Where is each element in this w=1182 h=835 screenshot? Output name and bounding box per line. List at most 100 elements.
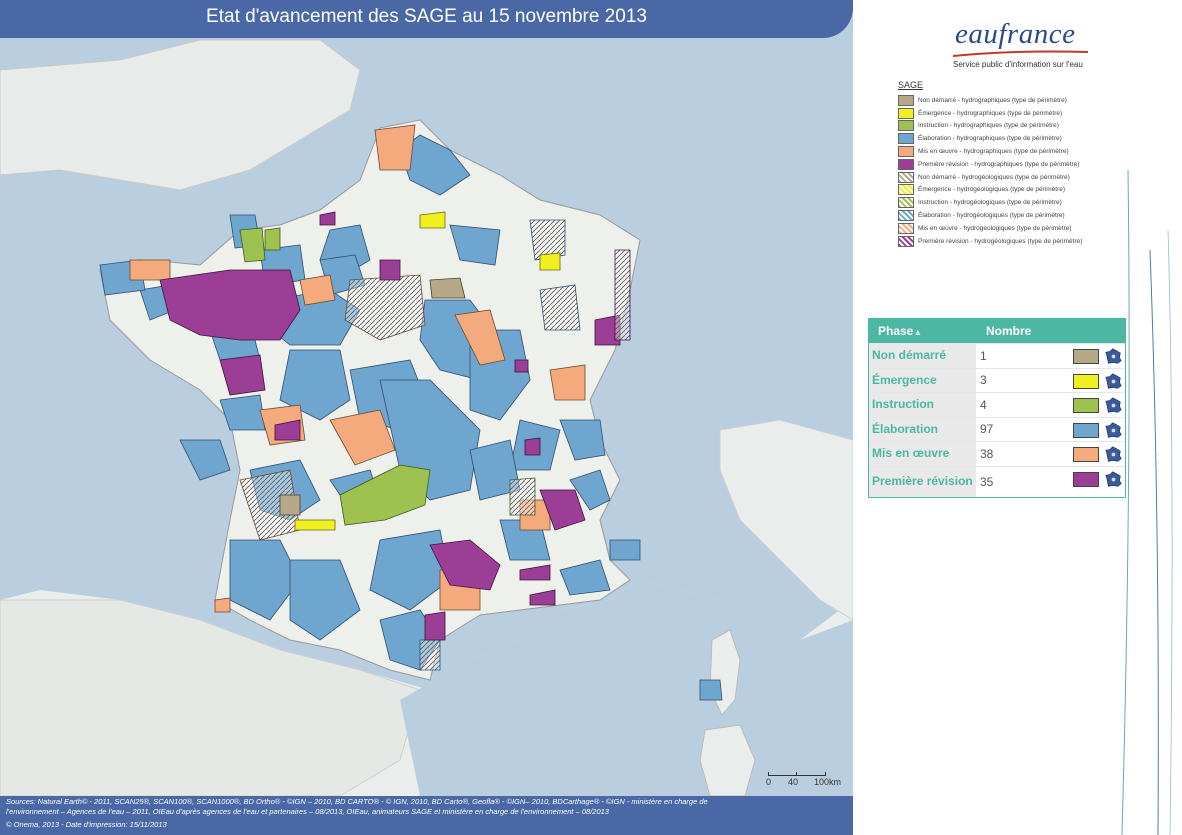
- basins-instruction: [239, 227, 536, 526]
- phase-count-cell: 35: [976, 467, 1125, 497]
- basins-premiere-revision: [159, 211, 631, 641]
- scale-bar: 0 40 100km: [766, 772, 844, 790]
- france-map-icon[interactable]: [1105, 397, 1122, 414]
- legend-label: Première révision - hydrographiques (typ…: [918, 160, 1080, 168]
- phase-count-cell: 3: [976, 369, 1125, 393]
- phase-count-cell: 97: [976, 418, 1125, 442]
- legend-item: Élaboration - hydrogéologiques (type de …: [898, 209, 1108, 222]
- scale-label-0: 0: [766, 777, 772, 787]
- footer-sources-line1: Sources: Natural Earth© - 2011, SCAN25®,…: [6, 797, 708, 806]
- legend-label: Première révision - hydrogéologiques (ty…: [918, 237, 1083, 245]
- phase-color-swatch: [1073, 373, 1099, 389]
- table-row: Première révision 35: [869, 465, 1125, 497]
- table-header: Phase▲ Nombre: [869, 319, 1125, 343]
- legend-item: Première révision - hydrographiques (typ…: [898, 158, 1108, 171]
- legend-swatch: [898, 197, 914, 209]
- legend-item: Élaboration - hydrographiques (type de p…: [898, 132, 1108, 145]
- phase-count: 3: [980, 373, 987, 388]
- legend-swatch: [898, 94, 914, 106]
- phase-name[interactable]: Élaboration: [869, 417, 976, 441]
- france-map-icon[interactable]: [1105, 372, 1122, 390]
- scale-label-40: 40: [788, 777, 799, 787]
- phase-count-cell: 1: [976, 344, 1125, 368]
- scale-bar-line: [768, 772, 826, 776]
- scale-label-100km: 100km: [814, 777, 842, 787]
- france-map-icon[interactable]: [1105, 446, 1122, 463]
- basins-emergence: [294, 211, 561, 531]
- legend-item: Instruction - hydrogéologiques (type de …: [898, 196, 1108, 209]
- legend-label: Non démarré - hydrographiques (type de p…: [918, 96, 1067, 104]
- legend-title: SAGE: [898, 80, 924, 90]
- land-italy: [719, 419, 853, 621]
- phase-count: 38: [980, 446, 994, 461]
- map-title-bg: [0, 0, 853, 38]
- phase-name[interactable]: Première révision: [869, 466, 976, 497]
- legend-label: Instruction - hydrographiques (type de p…: [918, 122, 1059, 130]
- phase-color-swatch: [1073, 349, 1099, 364]
- legend-swatch: [898, 235, 914, 247]
- legend-label: Élaboration - hydrogéologiques (type de …: [918, 212, 1065, 220]
- phase-count: 35: [980, 474, 994, 489]
- legend-label: Mis en œuvre - hydrogéologiques (type de…: [918, 224, 1072, 232]
- legend-label: Mis en œuvre - hydrographiques (type de …: [918, 148, 1069, 156]
- legend-item: Non démarré - hydrographiques (type de p…: [898, 94, 1108, 107]
- phase-name[interactable]: Non démarré: [869, 344, 976, 368]
- legend-item: Mis en œuvre - hydrographiques (type de …: [898, 145, 1108, 158]
- map-canvas: [0, 38, 853, 835]
- france-map-icon[interactable]: [1105, 470, 1122, 488]
- legend-list: Non démarré - hydrographiques (type de p…: [898, 94, 1108, 248]
- logo-swoosh-icon: [953, 50, 1088, 57]
- map-title: Etat d'avancement des SAGE au 15 novembr…: [206, 6, 647, 27]
- legend-label: Élaboration - hydrographiques (type de p…: [918, 135, 1062, 143]
- legend-swatch: [898, 146, 914, 158]
- decorative-lines: [1121, 170, 1173, 835]
- phase-count-cell: 38: [976, 442, 1125, 466]
- legend-swatch: [898, 120, 914, 132]
- logo-name: eaufrance: [955, 18, 1076, 50]
- phase-color-swatch: [1073, 447, 1099, 462]
- eaufrance-logo[interactable]: eaufrance Service public d'information s…: [945, 18, 1095, 73]
- table-row: Élaboration 97: [869, 416, 1125, 442]
- sage-legend: SAGE Non démarré - hydrographiques (type…: [898, 80, 1108, 248]
- legend-swatch: [898, 171, 914, 183]
- phase-count: 97: [980, 422, 994, 437]
- sage-map[interactable]: Etat d'avancement des SAGE au 15 novembr…: [0, 0, 853, 835]
- legend-swatch: [898, 184, 914, 196]
- table-row: Émergence 3: [869, 367, 1125, 393]
- map-footer: Sources: Natural Earth© - 2011, SCAN25®,…: [0, 796, 853, 835]
- phase-name[interactable]: Mis en œuvre: [869, 442, 976, 466]
- phase-table: Phase▲ Nombre Non démarré 1 Émergence 3 Inst…: [868, 318, 1126, 498]
- legend-label: Instruction - hydrogéologiques (type de …: [918, 199, 1062, 207]
- legend-swatch: [898, 210, 914, 222]
- table-row: Non démarré 1: [869, 343, 1125, 368]
- legend-item: Émergence - hydrographiques (type de pér…: [898, 107, 1108, 120]
- france-map-icon[interactable]: [1105, 348, 1122, 365]
- header-phase[interactable]: Phase▲: [869, 324, 986, 338]
- table-body: Non démarré 1 Émergence 3 Instruction 4 Élabor…: [869, 343, 1125, 497]
- phase-color-swatch: [1073, 422, 1099, 438]
- legend-swatch: [898, 158, 914, 170]
- footer-sources-line2: l'environnement – Agences de l'eau – 201…: [6, 807, 609, 816]
- phase-name[interactable]: Instruction: [869, 393, 976, 417]
- legend-label: Émergence - hydrographiques (type de pér…: [918, 109, 1063, 117]
- basins-non-demarre: [279, 277, 466, 516]
- france-map-icon[interactable]: [1105, 421, 1122, 439]
- phase-count-cell: 4: [976, 393, 1125, 417]
- legend-item: Émergence - hydrogéologiques (type de pé…: [898, 184, 1108, 197]
- scale-bar-tick: [796, 772, 797, 776]
- footer-copyright: © Onema, 2013 - Date d'impression: 15/11…: [6, 820, 167, 829]
- phase-color-swatch: [1073, 471, 1099, 487]
- phase-name[interactable]: Émergence: [869, 368, 976, 392]
- legend-swatch: [898, 107, 914, 119]
- map-title-band: Etat d'avancement des SAGE au 15 novembr…: [0, 0, 853, 38]
- header-count: Nombre: [986, 324, 1032, 338]
- table-row: Mis en œuvre 38: [869, 441, 1125, 466]
- phase-count: 1: [980, 348, 987, 363]
- sort-up-icon: ▲: [913, 327, 923, 337]
- legend-item: Mis en œuvre - hydrogéologiques (type de…: [898, 222, 1108, 235]
- legend-label: Émergence - hydrogéologiques (type de pé…: [918, 186, 1066, 194]
- phase-color-swatch: [1073, 398, 1099, 413]
- legend-swatch: [898, 222, 914, 234]
- legend-item: Non démarré - hydrogéologiques (type de …: [898, 171, 1108, 184]
- logo-tagline: Service public d'information sur l'eau: [953, 60, 1083, 69]
